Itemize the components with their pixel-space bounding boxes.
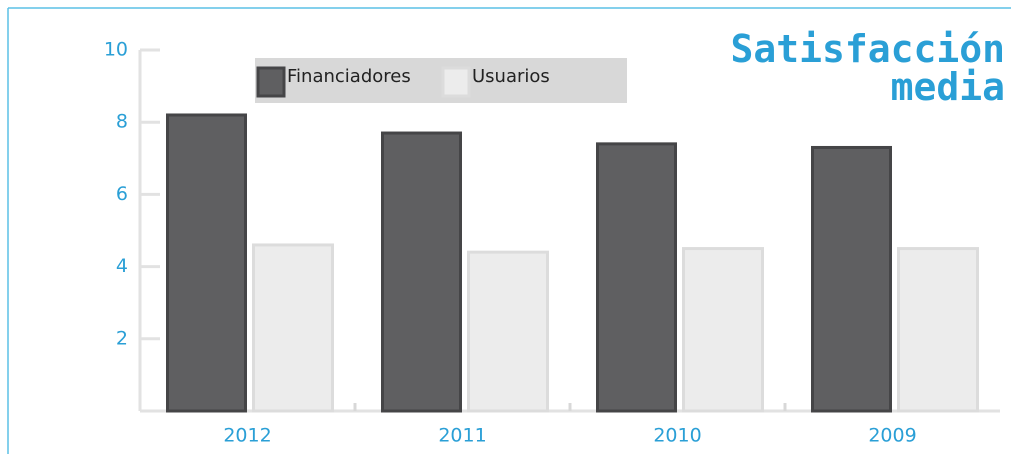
bar	[252, 243, 334, 413]
y-tick-label: 2	[116, 327, 128, 349]
bar	[381, 131, 462, 413]
legend-box	[255, 58, 627, 103]
y-tick-label: 10	[104, 39, 128, 61]
bar	[811, 145, 892, 413]
bar	[682, 247, 764, 413]
y-tick-label: 8	[116, 111, 128, 133]
y-tick-label: 4	[116, 255, 128, 277]
bar	[596, 142, 677, 413]
y-tick-label: 6	[116, 183, 128, 205]
x-tick-label: 2011	[438, 425, 486, 447]
bar	[897, 247, 979, 413]
x-tick-label: 2012	[223, 425, 271, 447]
legend-label: Financiadores	[287, 66, 411, 87]
bar	[166, 113, 247, 413]
bar	[467, 250, 549, 413]
legend-label: Usuarios	[472, 66, 550, 87]
legend-swatch	[441, 66, 471, 98]
legend-swatch	[256, 66, 286, 98]
x-tick-label: 2010	[653, 425, 701, 447]
chart-title: Satisfacción media	[730, 27, 1005, 109]
x-tick-label: 2009	[868, 425, 916, 447]
